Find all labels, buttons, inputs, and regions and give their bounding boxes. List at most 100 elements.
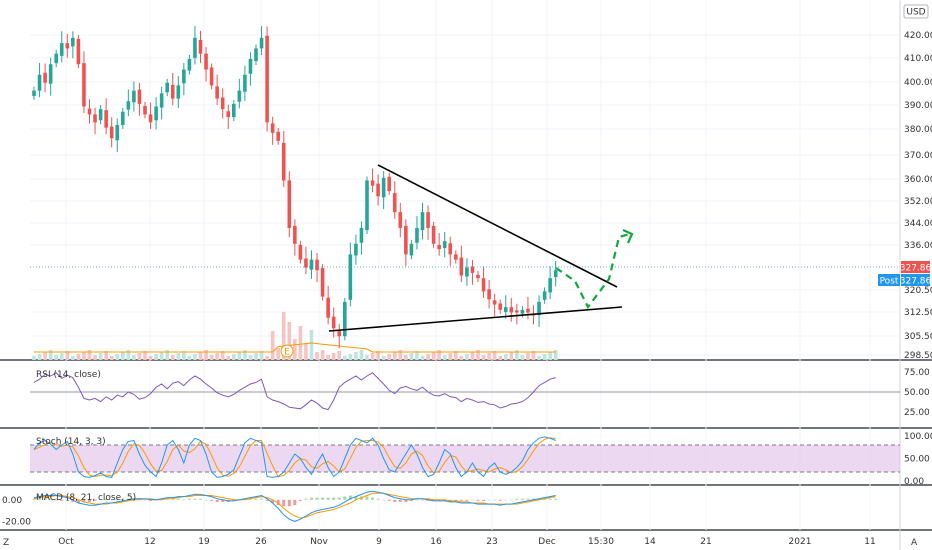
volume-bar bbox=[243, 350, 247, 360]
volume-bar bbox=[498, 356, 502, 360]
candle bbox=[109, 117, 114, 148]
candle bbox=[37, 62, 42, 98]
candle-body bbox=[287, 180, 292, 228]
candle-body bbox=[331, 316, 336, 329]
candle-body bbox=[476, 274, 480, 279]
macd-histogram-bar bbox=[482, 499, 486, 501]
candle-body bbox=[126, 101, 131, 110]
candle bbox=[276, 127, 280, 145]
stoch-k-line bbox=[33, 436, 556, 478]
candle-body bbox=[470, 266, 475, 273]
stoch-panel-label[interactable]: Stoch (14, 3, 3) bbox=[36, 437, 106, 447]
footer-left-label[interactable]: Z bbox=[3, 538, 9, 548]
volume-bar bbox=[359, 350, 364, 360]
volume-bar bbox=[232, 354, 236, 360]
footer-right-label[interactable]: A bbox=[911, 538, 918, 548]
candle bbox=[298, 240, 303, 264]
y-tick-label: 336.00 bbox=[904, 241, 932, 251]
x-tick-label: 26 bbox=[255, 537, 267, 547]
macd-histogram-bar bbox=[54, 499, 58, 501]
macd-histogram-bar bbox=[176, 498, 180, 500]
candle bbox=[376, 174, 380, 206]
macd-histogram-bar bbox=[398, 499, 402, 502]
candle bbox=[442, 231, 447, 258]
candle bbox=[437, 232, 441, 256]
volume-bar bbox=[82, 352, 86, 360]
volume-bar bbox=[448, 353, 453, 360]
macd-histogram-bar bbox=[121, 498, 125, 500]
candle-body bbox=[281, 142, 286, 181]
post-price-tag: Post 327.86 bbox=[878, 274, 932, 287]
candle bbox=[287, 171, 292, 238]
volume-bar bbox=[48, 350, 53, 360]
macd-histogram-bar bbox=[293, 499, 297, 506]
volume-bar bbox=[154, 354, 158, 360]
volume-bar bbox=[470, 352, 475, 360]
volume-bar bbox=[270, 331, 275, 360]
candle bbox=[198, 30, 203, 63]
volume-bar bbox=[465, 354, 469, 360]
candle-body bbox=[65, 43, 70, 49]
macd-histogram-bar bbox=[532, 498, 535, 500]
macd-histogram-bar bbox=[149, 499, 153, 501]
last-price-label: 327.86 bbox=[900, 264, 932, 274]
candle-body bbox=[548, 278, 552, 293]
volume-bar bbox=[98, 353, 103, 360]
candle bbox=[426, 205, 430, 240]
volume-bar bbox=[331, 353, 336, 360]
candle-body bbox=[304, 258, 308, 268]
volume-ma-line bbox=[34, 342, 556, 353]
volume-bar bbox=[520, 355, 525, 360]
candle bbox=[220, 88, 225, 119]
x-tick-label: 12 bbox=[144, 537, 155, 547]
candle-body bbox=[137, 89, 142, 104]
volume-bar bbox=[420, 356, 425, 360]
candle-body bbox=[520, 309, 525, 314]
candle bbox=[237, 78, 242, 109]
volume-bar bbox=[193, 354, 197, 360]
y-tick-label: 410.00 bbox=[904, 54, 932, 64]
candle-body bbox=[315, 259, 319, 271]
candle bbox=[76, 34, 81, 69]
candle bbox=[476, 271, 480, 283]
macd-histogram-bar bbox=[215, 499, 219, 502]
candle bbox=[187, 55, 192, 75]
candle-body bbox=[182, 69, 186, 84]
stoch-d-line bbox=[33, 437, 556, 478]
candle-body bbox=[87, 108, 92, 115]
candle bbox=[71, 31, 75, 59]
currency-badge[interactable]: USD bbox=[903, 4, 929, 19]
candle bbox=[387, 172, 391, 195]
volume-bar bbox=[187, 356, 192, 360]
earnings-label: E bbox=[284, 348, 290, 358]
candle bbox=[176, 76, 181, 108]
macd-histogram-bar bbox=[459, 499, 463, 501]
volume-bar bbox=[442, 355, 447, 360]
rsi-tick-label: 50.00 bbox=[904, 388, 930, 398]
candle-body bbox=[326, 297, 330, 318]
candle-body bbox=[243, 74, 247, 92]
candle-body bbox=[365, 180, 369, 231]
candle-body bbox=[420, 212, 425, 231]
rsi-tick-label: 75.00 bbox=[904, 368, 930, 378]
volume-bar bbox=[115, 354, 120, 360]
macd-histogram-bar bbox=[43, 498, 47, 500]
volume-bar bbox=[281, 312, 286, 360]
macd-panel-label[interactable]: MACD (8, 21, close, 5) bbox=[36, 493, 136, 503]
candle bbox=[54, 49, 58, 68]
x-tick-label: Dec bbox=[538, 537, 555, 547]
candle-body bbox=[492, 300, 497, 305]
volume-bar bbox=[143, 351, 147, 360]
candle bbox=[459, 245, 464, 283]
macd-tick-label: -20.00 bbox=[2, 517, 31, 527]
candle-body bbox=[204, 53, 208, 70]
candle bbox=[59, 31, 64, 63]
candle-body bbox=[542, 291, 547, 300]
macd-histogram-bar bbox=[210, 499, 214, 501]
rsi-panel-label[interactable]: RSI (14, close) bbox=[36, 370, 101, 380]
volume-bar bbox=[548, 352, 552, 360]
candle-body bbox=[426, 212, 430, 228]
